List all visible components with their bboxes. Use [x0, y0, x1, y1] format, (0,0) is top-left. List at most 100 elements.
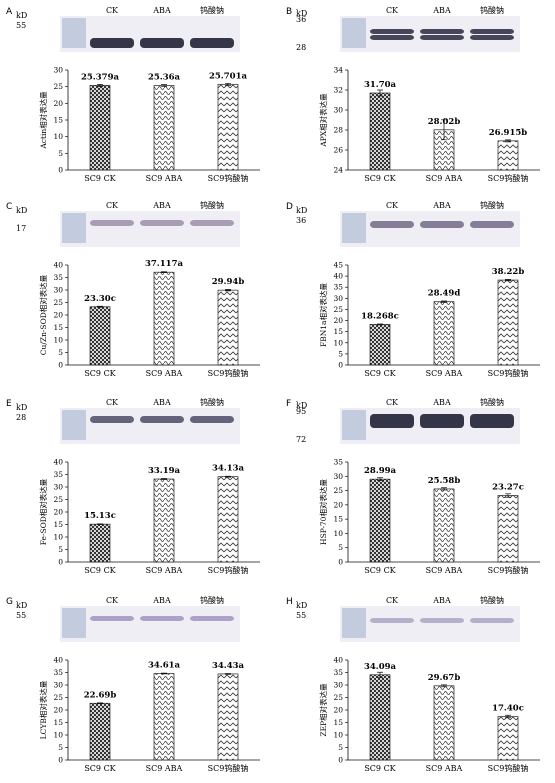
- panel-letter: C: [6, 202, 12, 212]
- bar: [369, 478, 391, 563]
- y-tick-label: 10: [53, 336, 63, 345]
- x-tick-label: SC9钨酸钠: [488, 173, 529, 183]
- y-axis-label: Fe-SOD相对表达量: [38, 478, 48, 545]
- panel-letter: D: [286, 202, 293, 212]
- y-tick-label: 35: [333, 458, 343, 467]
- kd-label: kD: [296, 9, 307, 18]
- x-tick-label: SC9 CK: [84, 174, 116, 183]
- lane-label: 钨酸钠: [200, 595, 224, 605]
- y-tick-label: 40: [53, 261, 63, 270]
- blot-band: [420, 618, 464, 623]
- y-tick-label: 35: [333, 668, 343, 677]
- y-tick-label: 32: [333, 86, 343, 95]
- bar: [433, 488, 455, 563]
- value-label: 25.36a: [148, 72, 181, 82]
- blot-band: [470, 414, 514, 428]
- kd-label: kD: [16, 11, 27, 20]
- panel-letter: F: [286, 399, 291, 409]
- bar: [369, 92, 391, 171]
- error-bar: [97, 84, 103, 87]
- value-label: 23.27c: [492, 483, 524, 493]
- ladder-lane: [342, 410, 366, 440]
- bar: [497, 279, 519, 366]
- value-label: 34.13a: [212, 464, 245, 474]
- y-tick-label: 40: [53, 458, 63, 467]
- kd-label: kD: [16, 601, 27, 610]
- lane-label: CK: [386, 596, 399, 605]
- y-tick-label: 0: [338, 361, 343, 370]
- lane-label: ABA: [432, 398, 451, 407]
- y-tick-label: 15: [333, 515, 343, 524]
- x-tick-label: SC9 ABA: [426, 566, 463, 575]
- ladder-lane: [342, 213, 366, 243]
- value-label: 17.40c: [492, 704, 524, 714]
- y-tick-label: 30: [53, 483, 63, 492]
- y-tick-label: 5: [338, 349, 343, 358]
- bar: [433, 685, 455, 761]
- value-label: 28.02b: [428, 117, 461, 127]
- panel-letter: H: [286, 597, 293, 607]
- y-tick-label: 10: [333, 731, 343, 740]
- lane-label: 钨酸钠: [200, 5, 224, 15]
- blot-band: [420, 221, 464, 228]
- blot-membrane: [60, 606, 240, 642]
- kd-label: kD: [296, 206, 307, 215]
- kd-label: kD: [296, 401, 307, 410]
- y-tick-label: 30: [53, 681, 63, 690]
- y-tick-label: 25: [333, 486, 343, 495]
- kd-label: kD: [16, 206, 27, 215]
- x-tick-label: SC9 ABA: [146, 369, 183, 378]
- y-tick-label: 0: [58, 558, 63, 567]
- blot-membrane: [60, 211, 240, 247]
- panel-letter: A: [6, 7, 13, 17]
- lane-label: CK: [386, 6, 399, 15]
- value-label: 25.379a: [81, 72, 120, 82]
- y-tick-label: 25: [333, 305, 343, 314]
- y-tick-label: 20: [53, 99, 63, 108]
- y-tick-label: 15: [53, 116, 63, 125]
- y-tick-label: 10: [53, 731, 63, 740]
- y-tick-label: 10: [333, 338, 343, 347]
- y-tick-label: 15: [53, 718, 63, 727]
- blot-band: [420, 29, 464, 34]
- bar: [153, 85, 175, 171]
- error-bar: [225, 475, 231, 478]
- kd-label: kD: [296, 601, 307, 610]
- blot-band: [140, 220, 184, 226]
- bar: [89, 523, 111, 563]
- bar: [497, 716, 519, 761]
- value-label: 28.49d: [428, 289, 461, 299]
- lane-label: ABA: [152, 201, 171, 210]
- y-tick-label: 5: [58, 149, 63, 158]
- bar: [497, 140, 519, 171]
- y-axis-label: LCYB相对表达量: [38, 680, 48, 739]
- ladder-lane: [342, 18, 366, 48]
- blot-band: [370, 29, 414, 34]
- blot-band: [140, 38, 184, 48]
- value-label: 34.43a: [212, 661, 245, 671]
- y-tick-label: 5: [338, 743, 343, 752]
- error-bar: [377, 323, 383, 326]
- y-tick-label: 40: [333, 272, 343, 281]
- lane-label: 钨酸钠: [480, 200, 504, 210]
- value-label: 34.61a: [148, 660, 181, 670]
- marker-label: 55: [16, 21, 26, 30]
- lane-label: 钨酸钠: [200, 200, 224, 210]
- bar: [153, 478, 175, 563]
- blot-band: [470, 35, 514, 40]
- value-label: 28.99a: [364, 466, 397, 476]
- y-tick-label: 20: [333, 316, 343, 325]
- y-tick-label: 0: [58, 361, 63, 370]
- marker-label: 55: [16, 611, 26, 620]
- error-bar: [161, 271, 167, 274]
- ladder-lane: [62, 608, 86, 638]
- blot-band: [420, 414, 464, 428]
- value-label: 37.117a: [145, 259, 184, 269]
- y-tick-label: 15: [53, 323, 63, 332]
- blot-band: [190, 220, 234, 226]
- y-tick-label: 25: [333, 693, 343, 702]
